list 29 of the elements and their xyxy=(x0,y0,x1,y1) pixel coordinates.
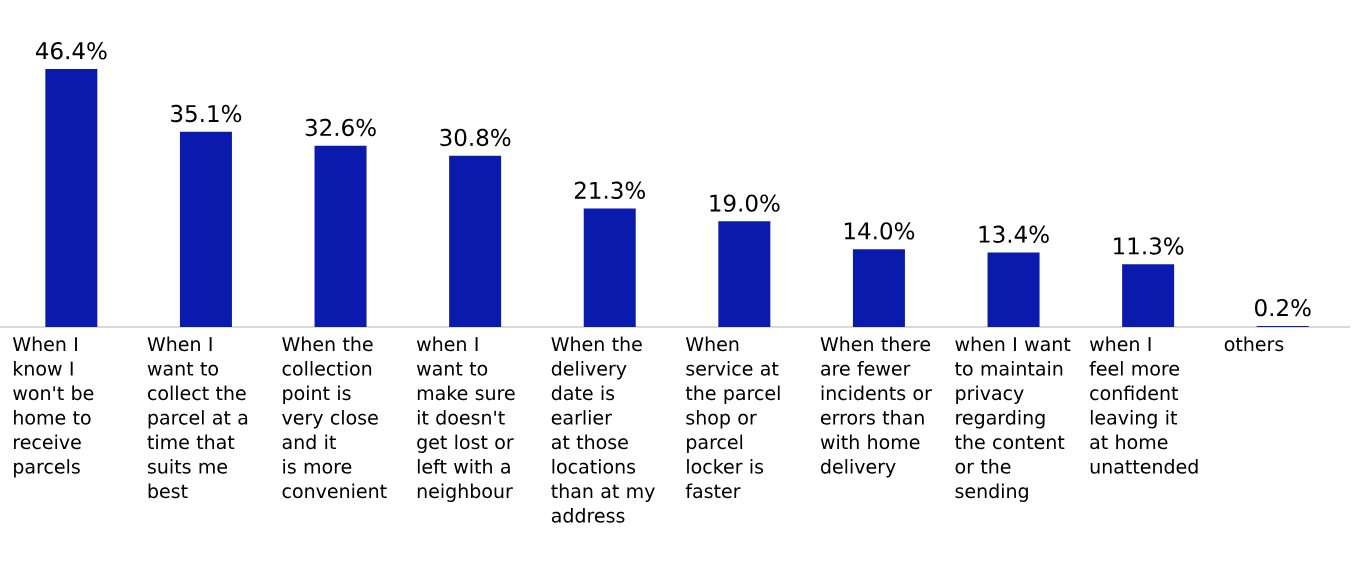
data-label: 11.3% xyxy=(1114,237,1184,255)
data-label: 14.0% xyxy=(844,222,915,240)
data-label: 30.8% xyxy=(440,128,511,147)
x-tick-label: When service at the parcel shop or parcel locker is faster xyxy=(685,336,780,499)
bar xyxy=(1122,264,1175,328)
x-tick-label: when I want to make sure it doesn't get lost or left with a neighbour xyxy=(416,336,515,502)
bar xyxy=(852,249,905,328)
data-label: 0.2% xyxy=(1255,298,1311,317)
bar xyxy=(45,68,98,328)
bar xyxy=(987,252,1040,328)
x-tick-label: When I know I won't be home to receive parcels xyxy=(12,336,94,478)
data-label: 35.1% xyxy=(171,104,242,123)
data-label: 19.0% xyxy=(710,194,780,212)
data-label: 32.6% xyxy=(305,118,376,137)
x-tick-label: others xyxy=(1224,336,1284,352)
bar xyxy=(179,131,232,328)
x-tick-label: When I want to collect the parcel at a time that suits me best xyxy=(147,336,248,499)
x-tick-label: When the delivery date is earlier at those locations than at my address xyxy=(551,336,655,523)
x-tick-label: when I want to maintain privacy regarding the content or the sending xyxy=(955,336,1071,502)
bar xyxy=(314,145,367,328)
data-label: 13.4% xyxy=(979,225,1049,243)
x-tick-label: When the collection point is very close and it is more convenient xyxy=(282,336,387,499)
data-label: 46.4% xyxy=(35,42,107,60)
bar xyxy=(718,221,771,328)
data-label: 21.3% xyxy=(574,181,645,200)
bar xyxy=(583,208,636,328)
x-tick-label: when I feel more confident leaving it at home unattended xyxy=(1089,336,1198,474)
bar xyxy=(449,155,502,328)
x-tick-label: When there are fewer incidents or errors than with home delivery xyxy=(820,336,932,478)
